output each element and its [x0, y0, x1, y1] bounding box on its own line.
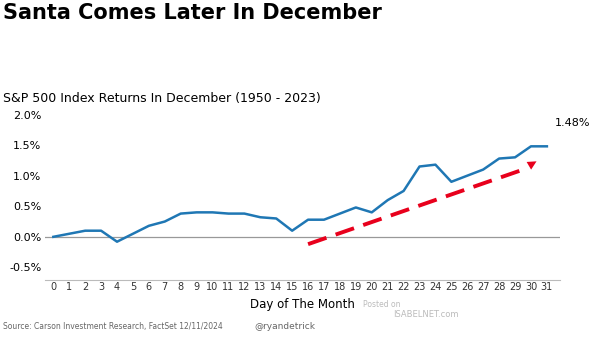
Text: S&P 500 Index Returns In December (1950 - 2023): S&P 500 Index Returns In December (1950 …	[3, 92, 321, 105]
Text: ISABELNET.com: ISABELNET.com	[393, 310, 459, 319]
Text: Posted on: Posted on	[363, 300, 401, 309]
Text: 1.48%: 1.48%	[555, 118, 590, 128]
Text: @ryandetrick: @ryandetrick	[254, 322, 315, 331]
X-axis label: Day of The Month: Day of The Month	[250, 298, 355, 311]
Text: Source: Carson Investment Research, FactSet 12/11/2024: Source: Carson Investment Research, Fact…	[3, 322, 223, 331]
Text: Santa Comes Later In December: Santa Comes Later In December	[3, 3, 382, 24]
